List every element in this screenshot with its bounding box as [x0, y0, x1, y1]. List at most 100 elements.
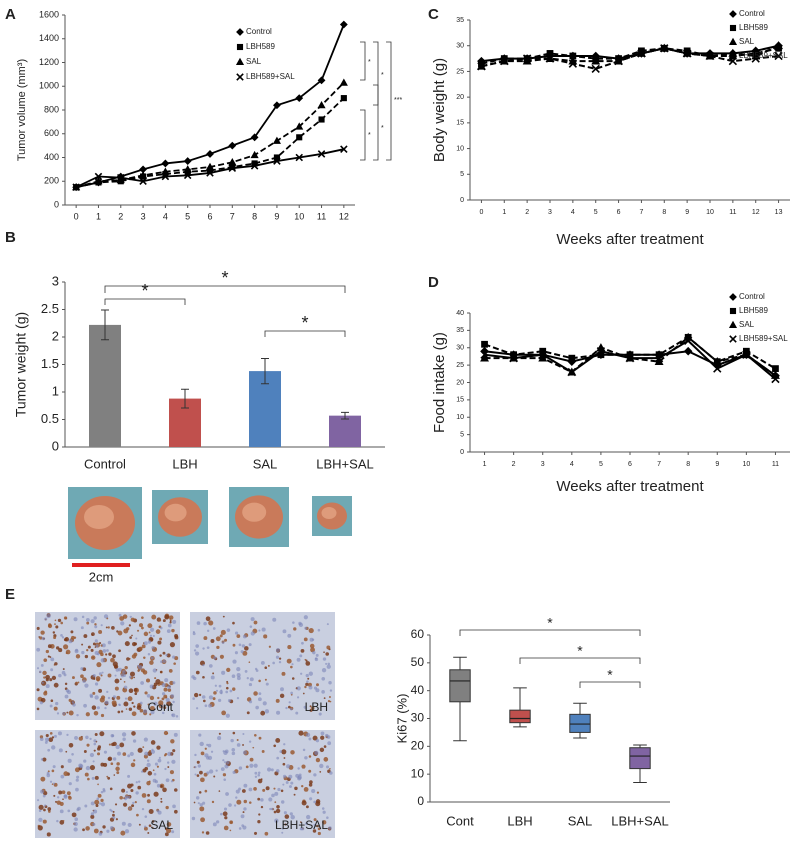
micrograph: [73, 827, 78, 832]
micrograph: [56, 712, 60, 715]
micrograph: [270, 768, 274, 772]
tumor-photo: [242, 502, 267, 522]
micrograph: [238, 787, 242, 791]
micrograph: [304, 626, 308, 630]
micrograph: [127, 822, 132, 828]
significance-bracket: [360, 41, 366, 81]
micrograph: [130, 617, 135, 622]
micrograph: [223, 807, 228, 811]
micrograph: [234, 804, 237, 807]
micrograph: [194, 753, 197, 757]
legend-label: Control: [739, 9, 765, 18]
micrograph: [208, 695, 214, 700]
micrograph: [141, 807, 145, 811]
legend-label: LBH589: [739, 306, 768, 315]
micrograph: [93, 710, 99, 716]
micrograph: [164, 614, 170, 620]
micrograph: [323, 697, 326, 699]
x-tick-label: 8: [686, 461, 690, 468]
micrograph: [118, 649, 121, 653]
legend-marker: [236, 28, 244, 36]
micrograph: [158, 618, 162, 622]
micrograph: [54, 619, 57, 622]
micrograph: [135, 637, 138, 640]
x-tick-label: 9: [715, 461, 719, 468]
data-point: [339, 78, 348, 86]
micrograph: [165, 653, 168, 657]
data-point: [742, 350, 751, 359]
micrograph: [67, 758, 72, 763]
micrograph: [199, 770, 203, 775]
y-tick-label: 30: [456, 345, 464, 352]
micrograph: [258, 629, 261, 632]
micrograph: [123, 681, 126, 683]
micrograph: [323, 745, 327, 748]
micrograph: [197, 802, 200, 805]
micrograph: [242, 811, 245, 814]
significance-star: *: [381, 72, 384, 79]
significance-bracket: [579, 681, 641, 688]
micrograph: [115, 766, 120, 772]
micrograph: [220, 689, 223, 692]
micrograph: [85, 735, 89, 740]
micrograph: [160, 800, 163, 803]
data-point: [273, 157, 281, 165]
micrograph: [232, 621, 235, 625]
micrograph: [54, 662, 58, 666]
micrograph: [254, 667, 258, 671]
tumor-photo: [164, 503, 187, 522]
micrograph: [119, 616, 125, 621]
micrograph: [133, 652, 138, 657]
box: [449, 669, 471, 703]
data-point: [591, 64, 600, 74]
micrograph: [321, 690, 325, 694]
micrograph: [272, 661, 275, 665]
micrograph: [132, 801, 135, 805]
legend-label: LBH589: [739, 23, 768, 32]
micrograph: [96, 662, 102, 668]
data-point: [654, 357, 664, 366]
micrograph: [99, 697, 105, 703]
micrograph: [93, 616, 97, 620]
micrograph: [56, 646, 60, 650]
y-tick-label: 40: [456, 310, 464, 317]
micrograph: [146, 759, 150, 762]
data-point: [139, 171, 148, 179]
micrograph: [146, 762, 151, 768]
micrograph: [306, 814, 311, 820]
micrograph: [250, 617, 255, 622]
micrograph: [127, 774, 131, 778]
y-tick-label: 3: [52, 273, 59, 288]
micrograph: [258, 679, 261, 683]
micrograph: [143, 709, 148, 714]
micrograph: [52, 631, 56, 634]
micrograph: [224, 761, 227, 764]
micrograph: [309, 797, 313, 801]
data-point: [340, 145, 348, 153]
micrograph: [154, 677, 157, 680]
micrograph: [195, 644, 199, 648]
micrograph: [108, 652, 112, 656]
micrograph: [249, 625, 253, 628]
significance-bracket: [386, 41, 392, 161]
micrograph: [308, 737, 312, 741]
data-point: [567, 367, 576, 377]
micrograph: [313, 823, 316, 827]
data-point: [772, 365, 779, 372]
micrograph: [122, 752, 127, 756]
micrograph: [143, 656, 146, 660]
micrograph: [196, 760, 200, 764]
micrograph: [63, 644, 69, 650]
x-tick-label: 11: [317, 211, 326, 221]
micrograph: [325, 652, 329, 656]
micrograph: [48, 737, 54, 743]
legend-label: LBH589: [246, 42, 275, 51]
micrograph: [196, 774, 200, 777]
micrograph: [238, 827, 242, 830]
micrograph: [285, 781, 289, 784]
y-tick-label: 1: [52, 383, 59, 398]
micrograph: [117, 751, 122, 756]
micrograph: [103, 750, 108, 754]
micrograph: [142, 746, 145, 749]
micrograph: [57, 618, 62, 623]
